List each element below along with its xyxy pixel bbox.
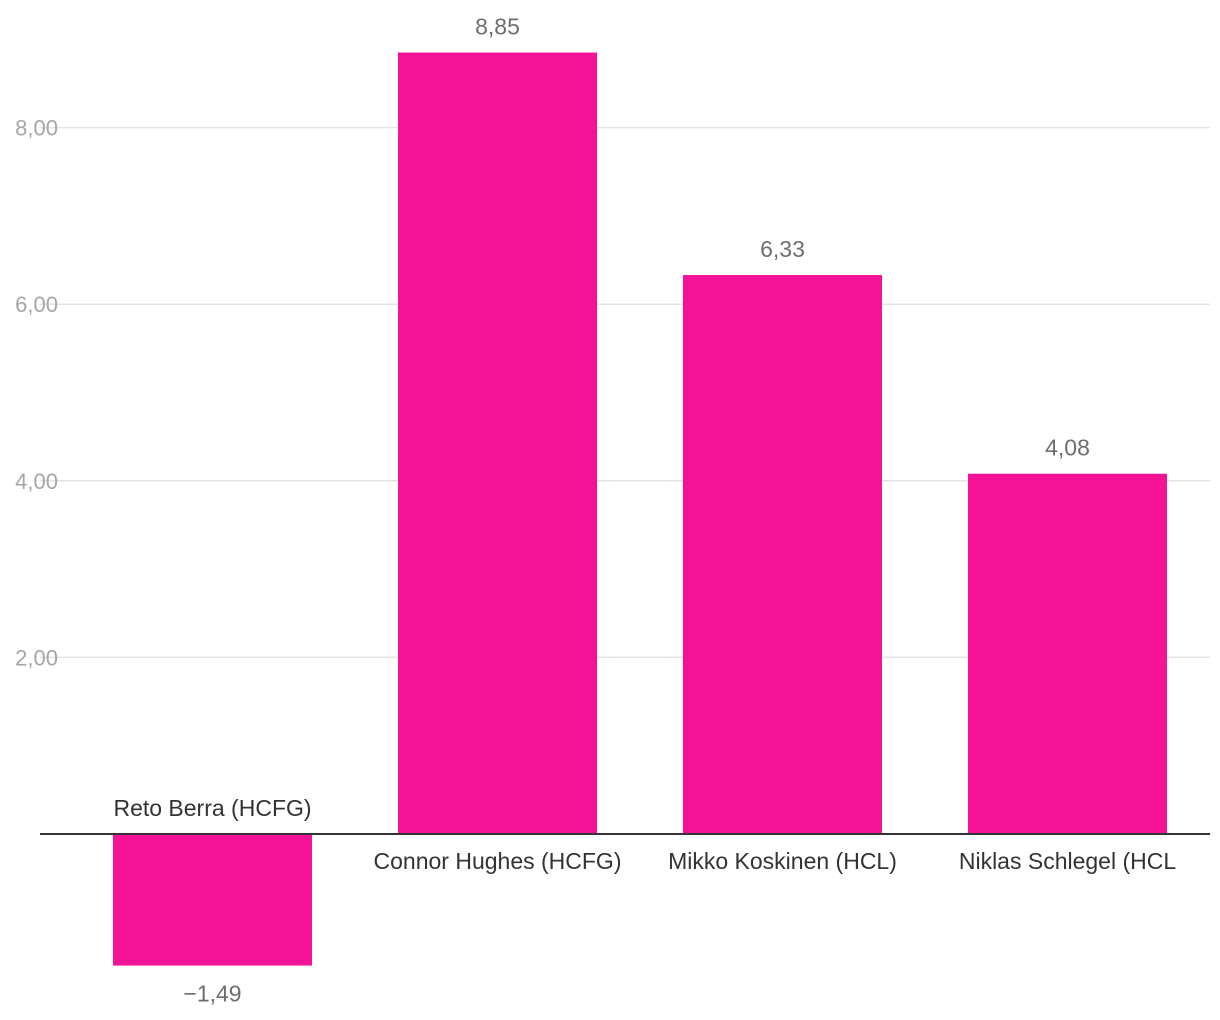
- y-axis-ticks: 2,00 4,00 6,00 8,00: [15, 116, 58, 671]
- bar: [398, 52, 597, 835]
- labels: −1,49 Reto Berra (HCFG) 8,85 Connor Hughes …: [113, 14, 1176, 1007]
- category-label: Connor Hughes (HCFG): [374, 848, 622, 874]
- bar: [968, 473, 1167, 834]
- bars: [113, 52, 1167, 966]
- y-tick-label: 2,00: [15, 645, 58, 670]
- bar: [113, 834, 312, 966]
- y-tick-label: 4,00: [15, 469, 58, 494]
- category-label: Reto Berra (HCFG): [113, 795, 311, 821]
- y-tick-label: 8,00: [15, 116, 58, 141]
- category-label: Mikko Koskinen (HCL): [668, 848, 897, 874]
- data-label: 8,85: [475, 14, 520, 40]
- data-label: 6,33: [760, 236, 805, 262]
- category-label: Niklas Schlegel (HCL: [959, 848, 1177, 874]
- data-label: −1,49: [183, 981, 241, 1007]
- data-label: 4,08: [1045, 435, 1090, 461]
- bar: [683, 275, 882, 834]
- y-tick-label: 6,00: [15, 292, 58, 317]
